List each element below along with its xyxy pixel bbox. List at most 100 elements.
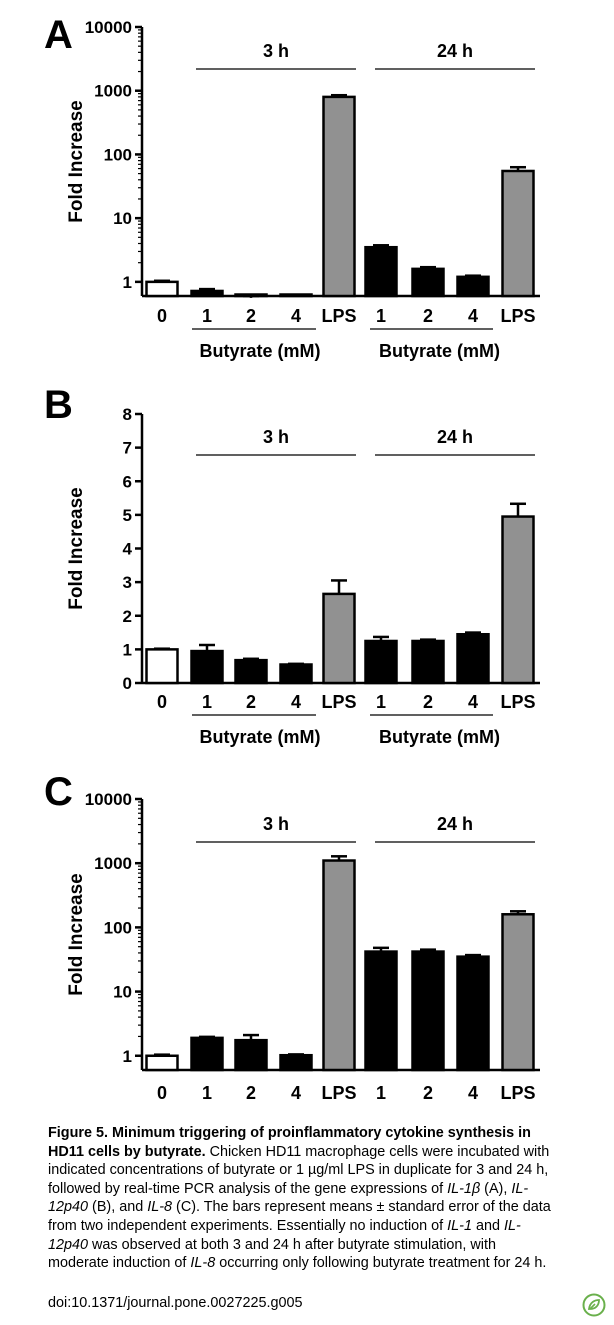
figure-caption: Figure 5. Minimum triggering of proinfla… <box>48 1124 560 1273</box>
panel-a-bar-3 <box>279 293 313 298</box>
panel-c-y-tick-label-4: 10000 <box>85 790 132 809</box>
caption-text-4: (C). The bars represent means ± standard… <box>48 1199 551 1234</box>
panel-c-category-label-0: 0 <box>157 1083 167 1103</box>
caption-text-6: was observed at both 3 and 24 h after bu… <box>48 1236 497 1272</box>
caption-text-2: (A), <box>480 1180 512 1197</box>
panel-c-y-tick-label-1: 10 <box>113 983 132 1002</box>
panel-a-bar-6 <box>411 267 445 298</box>
panel-a-y-tick-label-0: 1 <box>123 273 132 292</box>
panel-c-y-tick-label-0: 1 <box>123 1047 132 1066</box>
panel-a-bar-7 <box>456 275 490 298</box>
panel-a-bar-4 <box>322 95 356 298</box>
caption-text-3: (B), and <box>88 1199 148 1216</box>
panel-a-category-label-3: 4 <box>291 306 301 326</box>
panel-b-bar-7 <box>456 632 490 685</box>
panel-b-category-label-5: 1 <box>376 692 386 712</box>
panel-b-bar-8 <box>501 515 535 685</box>
panel-a-category-label-0: 0 <box>157 306 167 326</box>
caption-gene-4: IL-1 <box>447 1217 472 1234</box>
panel-a-y-tick-label-4: 10000 <box>85 18 132 37</box>
panel-a-category-label-8: LPS <box>500 306 535 326</box>
caption-text-7: occurring only following butyrate treatm… <box>215 1255 547 1272</box>
panel-b-bar-6 <box>411 639 445 685</box>
panel-c-category-label-7: 4 <box>468 1083 478 1103</box>
panel-b-category-label-3: 4 <box>291 692 301 712</box>
panel-c-bar-8 <box>501 913 535 1072</box>
panel-a-y-tick-label-1: 10 <box>113 209 132 228</box>
panel-a-y-tick-label-2: 100 <box>104 145 132 164</box>
caption-gene-1: IL-1β <box>447 1180 481 1197</box>
panel-a-y-axis-label: Fold Increase <box>66 100 87 223</box>
caption-text-1: Chicken HD11 macrophage cells were incub… <box>48 1143 550 1197</box>
panel-b-bar-2 <box>234 658 268 685</box>
caption-text-5: and <box>471 1217 504 1234</box>
panel-a-bar-8 <box>501 169 535 298</box>
panel-a-bar-1 <box>190 289 224 298</box>
panel-c-y-tick-label-3: 1000 <box>94 854 132 873</box>
panel-c-bar-4 <box>322 859 356 1072</box>
panel-b-category-label-7: 4 <box>468 692 478 712</box>
panel-b-y-tick-label-7: 7 <box>123 439 132 458</box>
panel-c-bar-6 <box>411 950 445 1072</box>
panel-b-category-label-0: 0 <box>157 692 167 712</box>
panel-c-bar-2 <box>234 1038 268 1072</box>
panel-b-letter: B <box>44 383 73 427</box>
panel-a-category-label-2: 2 <box>246 306 256 326</box>
panel-c-bar-0 <box>145 1054 179 1072</box>
caption-gene-6: IL-8 <box>190 1255 216 1272</box>
panel-b-category-label-4: LPS <box>321 692 356 712</box>
panel-b-y-axis-label: Fold Increase <box>66 487 87 610</box>
panel-b-category-label-6: 2 <box>423 692 433 712</box>
panel-a-treatment-label-1: Butyrate (mM) <box>379 341 500 361</box>
panel-c-group-label-0: 3 h <box>263 814 289 834</box>
panel-b-y-tick-label-4: 4 <box>123 540 133 559</box>
caption-gene-3: IL-8 <box>147 1199 173 1216</box>
panel-c-category-label-5: 1 <box>376 1083 386 1103</box>
panel-c-category-label-4: LPS <box>321 1083 356 1103</box>
panel-a-bar-0 <box>145 280 179 298</box>
panel-b-bar-4 <box>322 592 356 685</box>
plos-leaf-icon <box>582 1293 606 1317</box>
caption-doi: doi:10.1371/journal.pone.0027225.g005 <box>48 1295 303 1311</box>
panel-b-group-label-1: 24 h <box>437 427 473 447</box>
panel-c-bar-3 <box>279 1053 313 1072</box>
panel-b-y-tick-label-5: 5 <box>123 506 132 525</box>
panel-b-y-tick-label-0: 0 <box>123 674 132 693</box>
panel-b-bar-3 <box>279 663 313 685</box>
panel-b-group-label-0: 3 h <box>263 427 289 447</box>
panel-a-treatment-label-0: Butyrate (mM) <box>199 341 320 361</box>
panel-c-category-label-3: 4 <box>291 1083 301 1103</box>
panel-b-bar-5 <box>364 639 398 685</box>
panel-a-category-label-7: 4 <box>468 306 478 326</box>
panel-b-y-tick-label-6: 6 <box>123 472 132 491</box>
panel-a-category-label-4: LPS <box>321 306 356 326</box>
panel-c-letter: C <box>44 770 73 814</box>
panel-b-category-label-2: 2 <box>246 692 256 712</box>
panel-b-y-tick-label-3: 3 <box>123 573 132 592</box>
panel-b-bar-0 <box>145 648 179 685</box>
panel-c-category-label-2: 2 <box>246 1083 256 1103</box>
panel-c-category-label-1: 1 <box>202 1083 212 1103</box>
panel-b-treatment-label-0: Butyrate (mM) <box>199 727 320 747</box>
panel-a-category-label-6: 2 <box>423 306 433 326</box>
panel-c-y-tick-label-2: 100 <box>104 918 132 937</box>
panel-b-y-tick-label-2: 2 <box>123 607 132 626</box>
panel-a-group-label-0: 3 h <box>263 41 289 61</box>
panel-c-bar-7 <box>456 955 490 1072</box>
panel-b-y-tick-label-1: 1 <box>123 640 132 659</box>
panel-a-group-label-1: 24 h <box>437 41 473 61</box>
caption-gene-5: IL-12p40 <box>48 1217 521 1253</box>
panel-a-y-tick-label-3: 1000 <box>94 82 132 101</box>
panel-b-category-label-8: LPS <box>500 692 535 712</box>
panel-a-bar-5 <box>364 245 398 298</box>
panel-c-bar-1 <box>190 1036 224 1072</box>
panel-c-group-label-1: 24 h <box>437 814 473 834</box>
panel-a-category-label-5: 1 <box>376 306 386 326</box>
panel-c-bar-5 <box>364 950 398 1072</box>
panel-a-letter: A <box>44 13 73 57</box>
panel-c-category-label-8: LPS <box>500 1083 535 1103</box>
panel-c-category-label-6: 2 <box>423 1083 433 1103</box>
panel-a-category-label-1: 1 <box>202 306 212 326</box>
caption-title: Minimum triggering of proinflammatory cy… <box>48 1125 531 1160</box>
